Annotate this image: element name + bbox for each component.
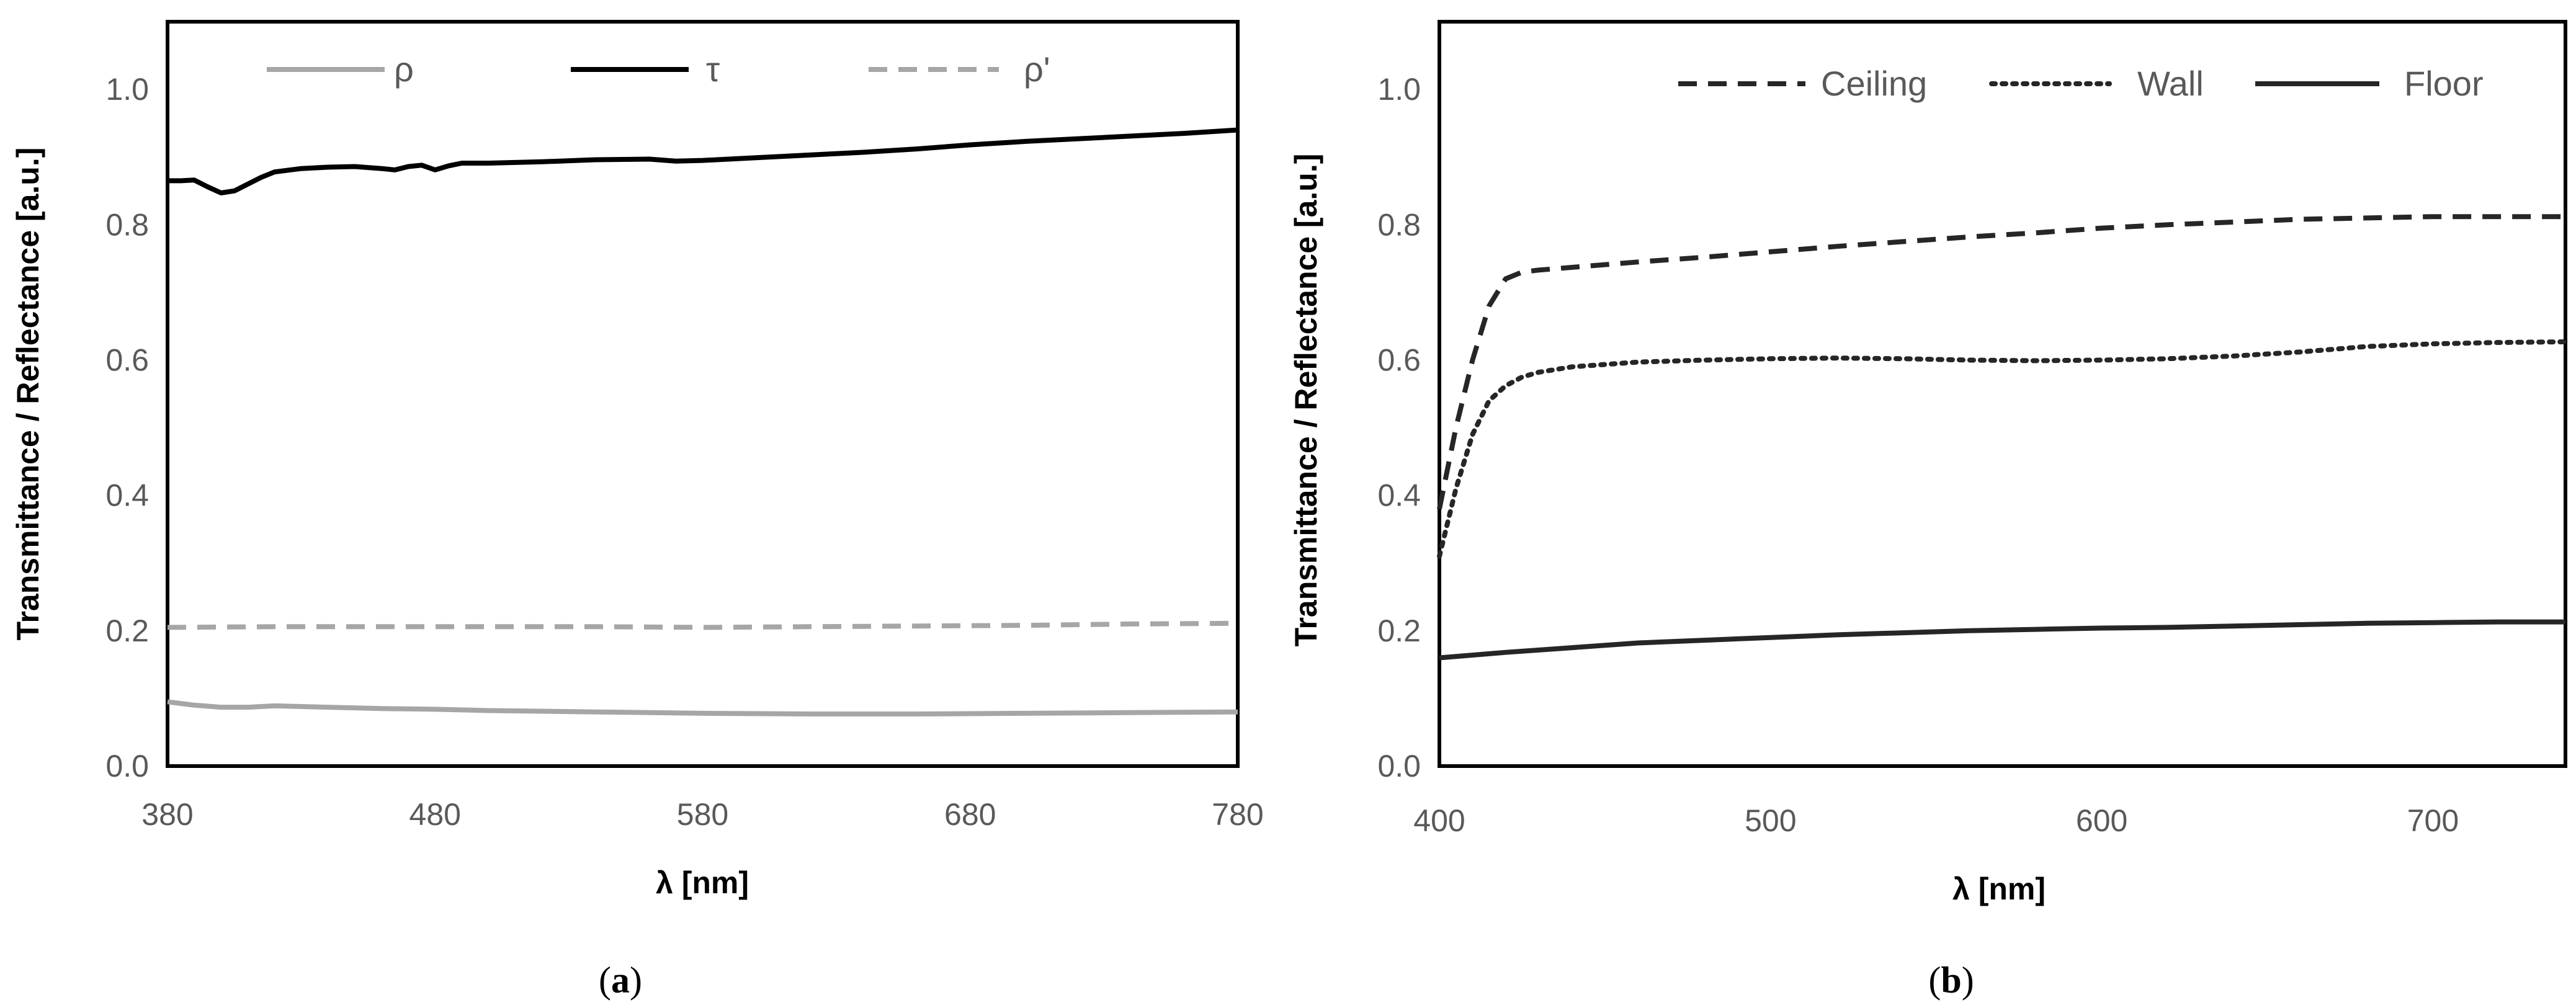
y-tick-label-a: 0.6	[105, 342, 149, 377]
x-tick-label-a: 480	[409, 797, 461, 832]
series-line-a-1	[168, 127, 1238, 195]
legend-a: ρ τ ρ'	[267, 50, 1050, 89]
panel-label-a-letter: a	[611, 960, 630, 1001]
y-tick-labels-b: 0.0 0.2 0.4 0.6 0.8 1.0	[1377, 72, 1421, 783]
x-tick-label-b: 500	[1745, 803, 1796, 838]
y-tick-label-b: 0.2	[1377, 613, 1421, 648]
y-tick-label-b: 0.0	[1377, 749, 1421, 783]
legend-label-b-2: Floor	[2404, 64, 2484, 103]
x-tick-label-b: 600	[2076, 803, 2127, 838]
plot-frame-a	[166, 20, 1240, 768]
series-line-b-0	[1437, 214, 2565, 510]
panel-b: 0.0 0.2 0.4 0.6 0.8 1.0 400 500 600 700 Ceiling W…	[1289, 20, 2568, 1001]
x-axis-title-b: λ [nm]	[1952, 872, 2046, 906]
y-tick-label-a: 0.8	[105, 207, 149, 242]
x-tick-label-a: 680	[944, 797, 996, 832]
series-line-a-0	[167, 699, 1238, 716]
x-tick-labels-b: 400 500 600 700	[1413, 803, 2459, 838]
y-tick-labels-a: 0.0 0.2 0.4 0.6 0.8 1.0	[105, 72, 149, 783]
x-tick-label-a: 380	[141, 797, 193, 832]
panel-label-b-letter: b	[1941, 960, 1961, 1001]
legend-b: Ceiling Wall Floor	[1678, 64, 2484, 103]
legend-label-a-1: τ	[706, 50, 720, 89]
y-tick-label-b: 0.6	[1377, 342, 1421, 377]
series-line-b-1	[1437, 339, 2568, 559]
x-tick-label-b: 700	[2407, 803, 2459, 838]
y-tick-label-b: 0.4	[1377, 478, 1421, 513]
panel-label-b: (b)	[1928, 960, 1974, 1001]
y-tick-label-a: 0.4	[105, 478, 149, 513]
legend-label-b-1: Wall	[2137, 64, 2204, 103]
panel-label-a: (a)	[599, 960, 642, 1001]
y-tick-label-b: 0.8	[1377, 207, 1421, 242]
panel-a: 0.00.20.40.60.81.0 380 480 580 680 780 ρ τ ρ' …	[11, 20, 1264, 1001]
legend-label-a-0: ρ	[394, 50, 414, 89]
x-tick-labels-a: 380 480 580 680 780	[141, 797, 1263, 832]
x-axis-title-a: λ [nm]	[656, 865, 749, 900]
y-tick-label-a: 0.2	[105, 613, 149, 648]
series-line-b-2	[1439, 619, 2565, 661]
legend-label-b-0: Ceiling	[1821, 64, 1927, 103]
x-tick-label-a: 780	[1212, 797, 1263, 832]
x-tick-label-b: 400	[1413, 803, 1465, 838]
series-group-a	[167, 127, 1238, 716]
y-axis-title-a: Transmittance / Reflectance [a.u.]	[11, 148, 45, 641]
legend-label-a-2: ρ'	[1024, 50, 1050, 89]
y-tick-label-b: 1.0	[1377, 72, 1421, 107]
y-tick-label-a: 1.0	[105, 72, 149, 107]
y-tick-label-a: 0.0	[105, 749, 149, 783]
series-group-b	[1437, 214, 2568, 661]
plot-frame-b	[1438, 20, 2567, 768]
y-axis-title-b: Transmittance / Reflectance [a.u.]	[1289, 154, 1323, 647]
x-tick-label-a: 580	[677, 797, 728, 832]
series-line-a-2	[167, 620, 1238, 630]
